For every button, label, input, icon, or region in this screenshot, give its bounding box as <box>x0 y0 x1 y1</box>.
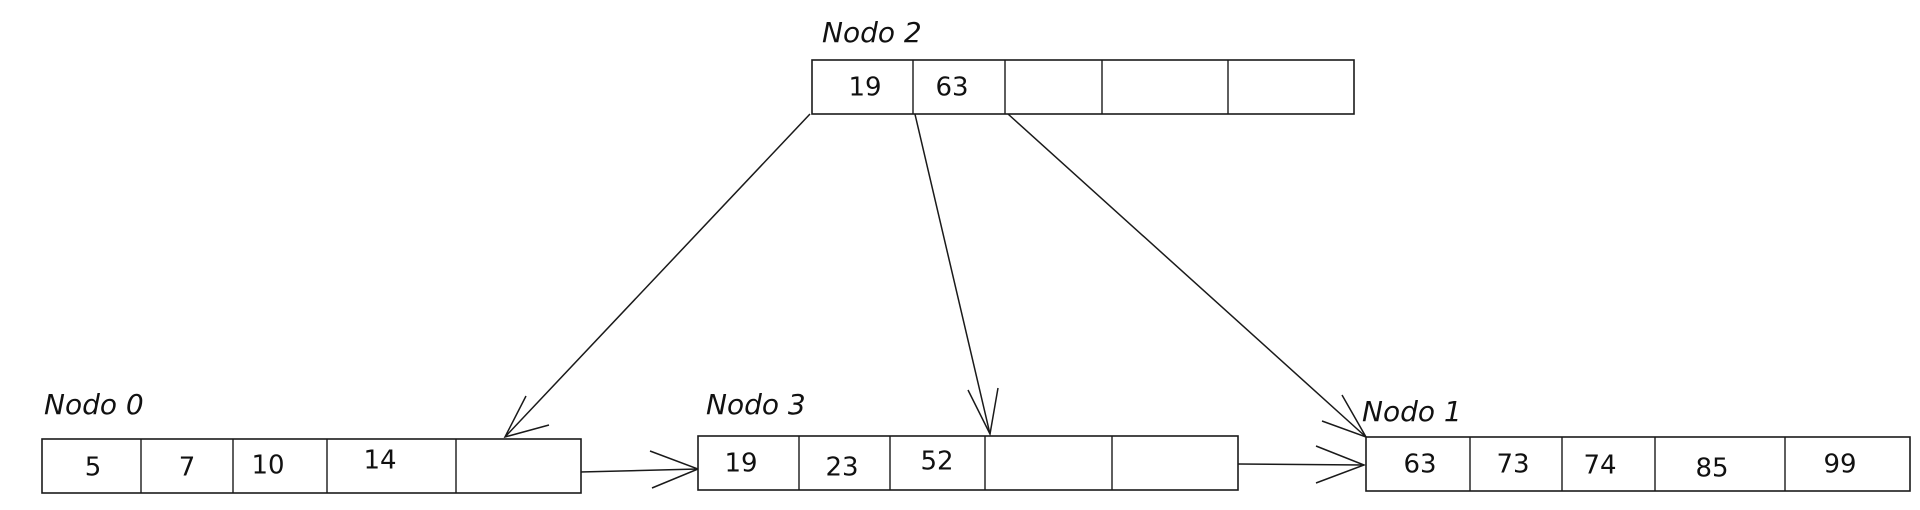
node-label: Nodo 1 <box>1362 395 1462 428</box>
key-cell: 23 <box>825 453 858 483</box>
node-box <box>811 59 1355 115</box>
key-cell: 14 <box>363 446 396 476</box>
node-nodo-1: Nodo 1 63 73 74 85 99 <box>1362 395 1911 492</box>
node-nodo-0: Nodo 0 5 7 10 14 <box>41 388 582 494</box>
key-cell: 73 <box>1496 450 1529 480</box>
key-cell: 99 <box>1823 450 1856 480</box>
node-nodo-3: Nodo 3 19 23 52 <box>697 388 1239 491</box>
node-nodo-2: Nodo 2 19 63 <box>811 16 1355 115</box>
node-box <box>697 435 1239 491</box>
key-cell: 5 <box>85 453 102 483</box>
node-label: Nodo 3 <box>706 388 806 421</box>
edge-nodo0-to-nodo3 <box>579 450 701 489</box>
node-label: Nodo 0 <box>44 388 144 421</box>
key-cell: 10 <box>251 451 284 481</box>
edge-nodo3-to-nodo1 <box>1237 445 1367 484</box>
node-box <box>41 438 582 494</box>
edge-nodo2-to-nodo0 <box>503 113 811 439</box>
key-cell: 63 <box>935 73 968 103</box>
edge-nodo2-to-nodo1 <box>1007 113 1368 439</box>
edge-nodo2-to-nodo3 <box>913 109 999 437</box>
key-cell: 19 <box>848 73 881 103</box>
node-label: Nodo 2 <box>822 16 922 49</box>
node-box <box>1365 436 1911 492</box>
key-cell: 7 <box>179 453 196 483</box>
key-cell: 52 <box>920 447 953 477</box>
key-cell: 19 <box>724 449 757 479</box>
key-cell: 74 <box>1583 451 1616 481</box>
key-cell: 85 <box>1695 454 1728 484</box>
key-cell: 63 <box>1403 450 1436 480</box>
